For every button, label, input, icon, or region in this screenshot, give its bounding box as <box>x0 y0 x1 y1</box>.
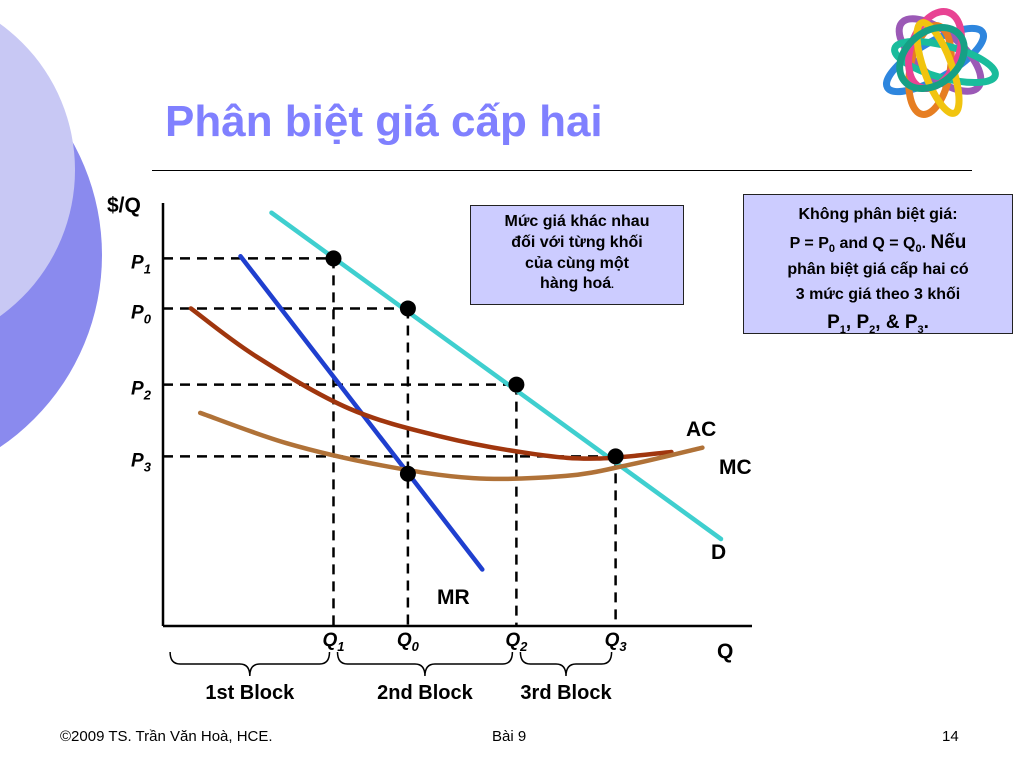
note-line: P1, P2, & P3. <box>752 308 1004 339</box>
note-sub: 1 <box>839 323 846 336</box>
curve-ac <box>188 306 674 461</box>
rings-logo-icon <box>883 8 999 118</box>
note-line: đối với từng khối <box>511 233 643 251</box>
series-label-mc-main: MC <box>719 456 752 479</box>
series-label-mr: MR <box>437 586 470 609</box>
note-no-discrimination: Không phân biệt giá: P = P0 and Q = Q0. … <box>743 194 1013 335</box>
block-label: 2nd Block <box>377 682 473 704</box>
x-axis-label-main: Q <box>717 640 733 663</box>
note-price-blocks: Mức giá khác nhau đối với từng khối của … <box>470 205 684 305</box>
quantity-tick-label-sub: 0 <box>412 639 420 654</box>
block-label: 1st Block <box>205 682 295 704</box>
note-line: Mức giá khác nhau <box>504 213 650 230</box>
footer-page-number: 14 <box>942 728 959 745</box>
price-tick-label: P3 <box>131 450 152 474</box>
series-label-mr-main: MR <box>437 586 470 609</box>
note-text: , & P <box>875 311 918 333</box>
decorative-circle-inner <box>0 23 75 317</box>
note-line-text: hàng hoá <box>540 275 612 293</box>
price-tick-label-main: P <box>131 252 144 273</box>
curve-mc <box>197 410 705 482</box>
block-brace <box>519 651 613 677</box>
note-line: Không phân biệt giá: <box>798 206 958 223</box>
y-axis-label: $/Q <box>107 194 141 217</box>
price-tick-label-main: P <box>131 379 144 400</box>
quantity-tick-label-main: Q <box>397 630 412 651</box>
note-text: P <box>827 311 840 333</box>
note-line: của cùng một <box>524 254 629 272</box>
note-text: P = P <box>789 234 829 252</box>
quantity-tick-label: Q2 <box>505 630 528 654</box>
note-sub: 0 <box>915 242 922 255</box>
price-tick-label-sub: 2 <box>143 388 152 403</box>
note-text: . <box>923 311 929 333</box>
guide-lines <box>163 257 617 626</box>
x-axis-label: Q <box>717 640 733 663</box>
series-label-ac: AC <box>686 418 716 441</box>
quantity-tick-label: Q3 <box>605 630 628 654</box>
block-label: 3rd Block <box>520 682 612 704</box>
page-title: Phân biệt giá cấp hai <box>165 97 603 146</box>
block-brace <box>336 651 514 677</box>
note-text: and Q = Q <box>835 234 916 252</box>
price-tick-label-sub: 0 <box>144 311 152 326</box>
quantity-tick-label: Q0 <box>397 630 420 654</box>
equilibrium-point <box>399 465 416 482</box>
series-label-ac-main: AC <box>686 418 716 441</box>
price-tick-label-sub: 3 <box>144 459 152 474</box>
block-brace <box>169 651 331 677</box>
note-line: 3 mức giá theo 3 khối <box>795 285 961 303</box>
title-divider <box>152 170 972 171</box>
curve-d <box>269 210 724 542</box>
note-text: , P <box>845 311 870 333</box>
note-line: P = P0 and Q = Q0. Nếu <box>752 228 1004 258</box>
quantity-tick-label: Q1 <box>323 630 345 654</box>
ring-shape <box>913 19 963 117</box>
note-text: . <box>921 234 931 252</box>
footer-lesson: Bài 9 <box>492 728 527 745</box>
price-tick-label: P2 <box>131 379 152 403</box>
y-axis-label-main: $/Q <box>107 194 141 217</box>
equilibrium-points <box>325 250 624 482</box>
equilibrium-point <box>607 448 624 465</box>
note-line: hàng hoá. <box>540 275 614 293</box>
note-text: Nếu <box>930 231 967 253</box>
ring-shape <box>896 23 968 93</box>
quantity-tick-label-sub: 3 <box>619 639 627 654</box>
axes <box>161 203 752 628</box>
note-line: phân biệt giá cấp hai có <box>787 261 969 279</box>
price-tick-label-main: P <box>131 302 144 323</box>
series-label-mc: MC <box>719 456 752 479</box>
quantity-tick-label-main: Q <box>323 630 338 651</box>
note-sub: 2 <box>869 323 876 336</box>
ring-shape <box>891 38 999 86</box>
price-tick-label-sub: 1 <box>144 261 151 276</box>
quantity-tick-label-sub: 1 <box>337 639 344 654</box>
note-sub: 0 <box>828 242 836 255</box>
price-tick-label: P1 <box>131 252 151 276</box>
quantity-tick-label-main: Q <box>605 630 620 651</box>
quantity-tick-label-main: Q <box>505 630 520 651</box>
note-sub: 3 <box>917 323 924 336</box>
price-tick-label: P0 <box>131 302 152 326</box>
block-braces: 1st Block 2nd Block 3rd Block <box>169 651 613 704</box>
series-label-d-main: D <box>711 541 726 564</box>
footer-copyright: ©2009 TS. Trần Văn Hoà, HCE. <box>60 728 273 745</box>
equilibrium-point <box>508 376 525 393</box>
series-label-d: D <box>711 541 726 564</box>
price-tick-label-main: P <box>131 450 144 471</box>
curves <box>188 210 724 572</box>
equilibrium-point <box>399 300 416 317</box>
quantity-tick-label-sub: 2 <box>519 639 528 654</box>
equilibrium-point <box>325 250 342 267</box>
